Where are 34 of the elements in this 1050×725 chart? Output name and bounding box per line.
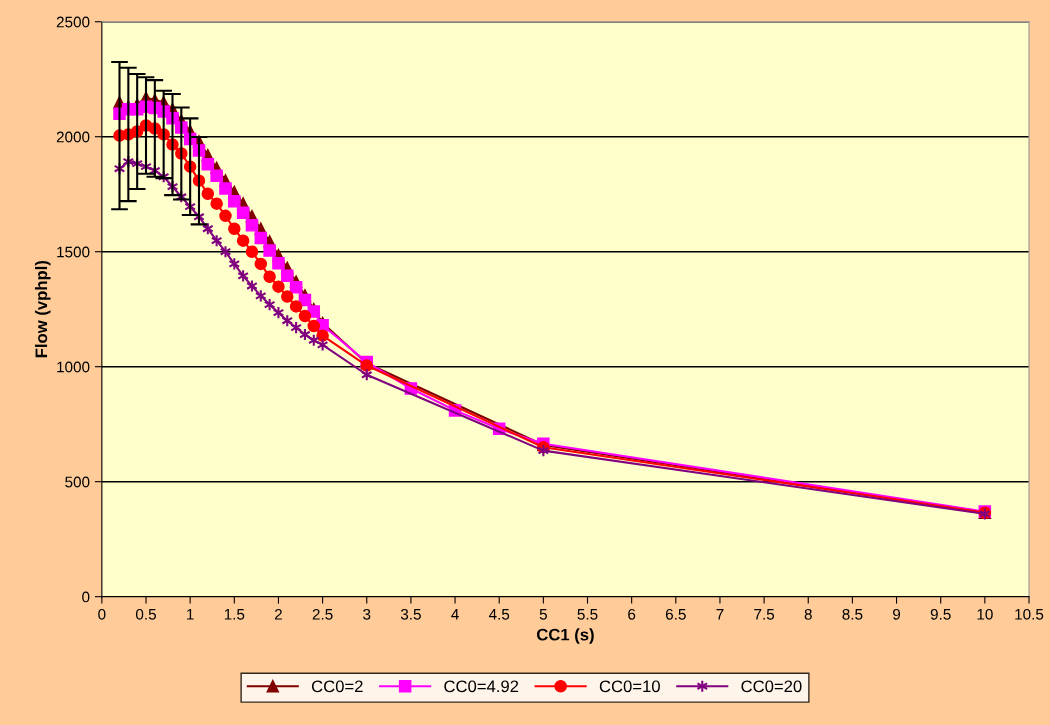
x-tick-label: 6 <box>628 608 636 620</box>
x-tick-label: 6.5 <box>665 608 686 620</box>
y-tick-label: 2500 <box>56 16 90 28</box>
y-tick-label: 1000 <box>57 361 90 373</box>
legend-label: CC0=4.92 <box>444 680 519 693</box>
x-tick-label: 3.5 <box>400 608 421 620</box>
x-tick-label: 7 <box>716 609 724 620</box>
y-tick-label: 2000 <box>56 131 90 143</box>
legend-label: CC0=2 <box>311 680 363 693</box>
x-tick-label: 9 <box>893 608 901 620</box>
x-tick-label: 0 <box>98 608 106 620</box>
x-axis-title: CC1 (s) <box>536 628 594 644</box>
x-tick-label: 1 <box>187 609 194 620</box>
x-tick-label: 2.5 <box>312 608 333 620</box>
x-tick-label: 7.5 <box>754 609 775 620</box>
x-tick-label: 4.5 <box>488 609 510 620</box>
y-axis-title: Flow (vphpl) <box>34 260 51 358</box>
x-tick-label: 2 <box>274 608 282 620</box>
x-tick-label: 9.5 <box>930 608 951 620</box>
x-tick-label: 3 <box>363 608 371 620</box>
y-tick-label: 1500 <box>57 246 90 258</box>
x-tick-label: 4 <box>451 609 459 620</box>
x-tick-label: 10 <box>977 608 993 620</box>
y-tick-label: 500 <box>65 476 90 488</box>
y-tick-label: 0 <box>82 591 90 603</box>
x-tick-label: 10.5 <box>1015 608 1044 620</box>
x-tick-label: 0.5 <box>135 608 156 620</box>
x-tick-label: 5 <box>539 609 547 620</box>
x-tick-label: 8.5 <box>842 608 863 620</box>
x-tick-label: 8 <box>804 608 812 620</box>
legend-label: CC0=10 <box>599 680 660 693</box>
legend-label: CC0=20 <box>741 680 802 693</box>
x-tick-label: 1.5 <box>224 609 245 620</box>
x-tick-label: 5.5 <box>577 609 598 620</box>
